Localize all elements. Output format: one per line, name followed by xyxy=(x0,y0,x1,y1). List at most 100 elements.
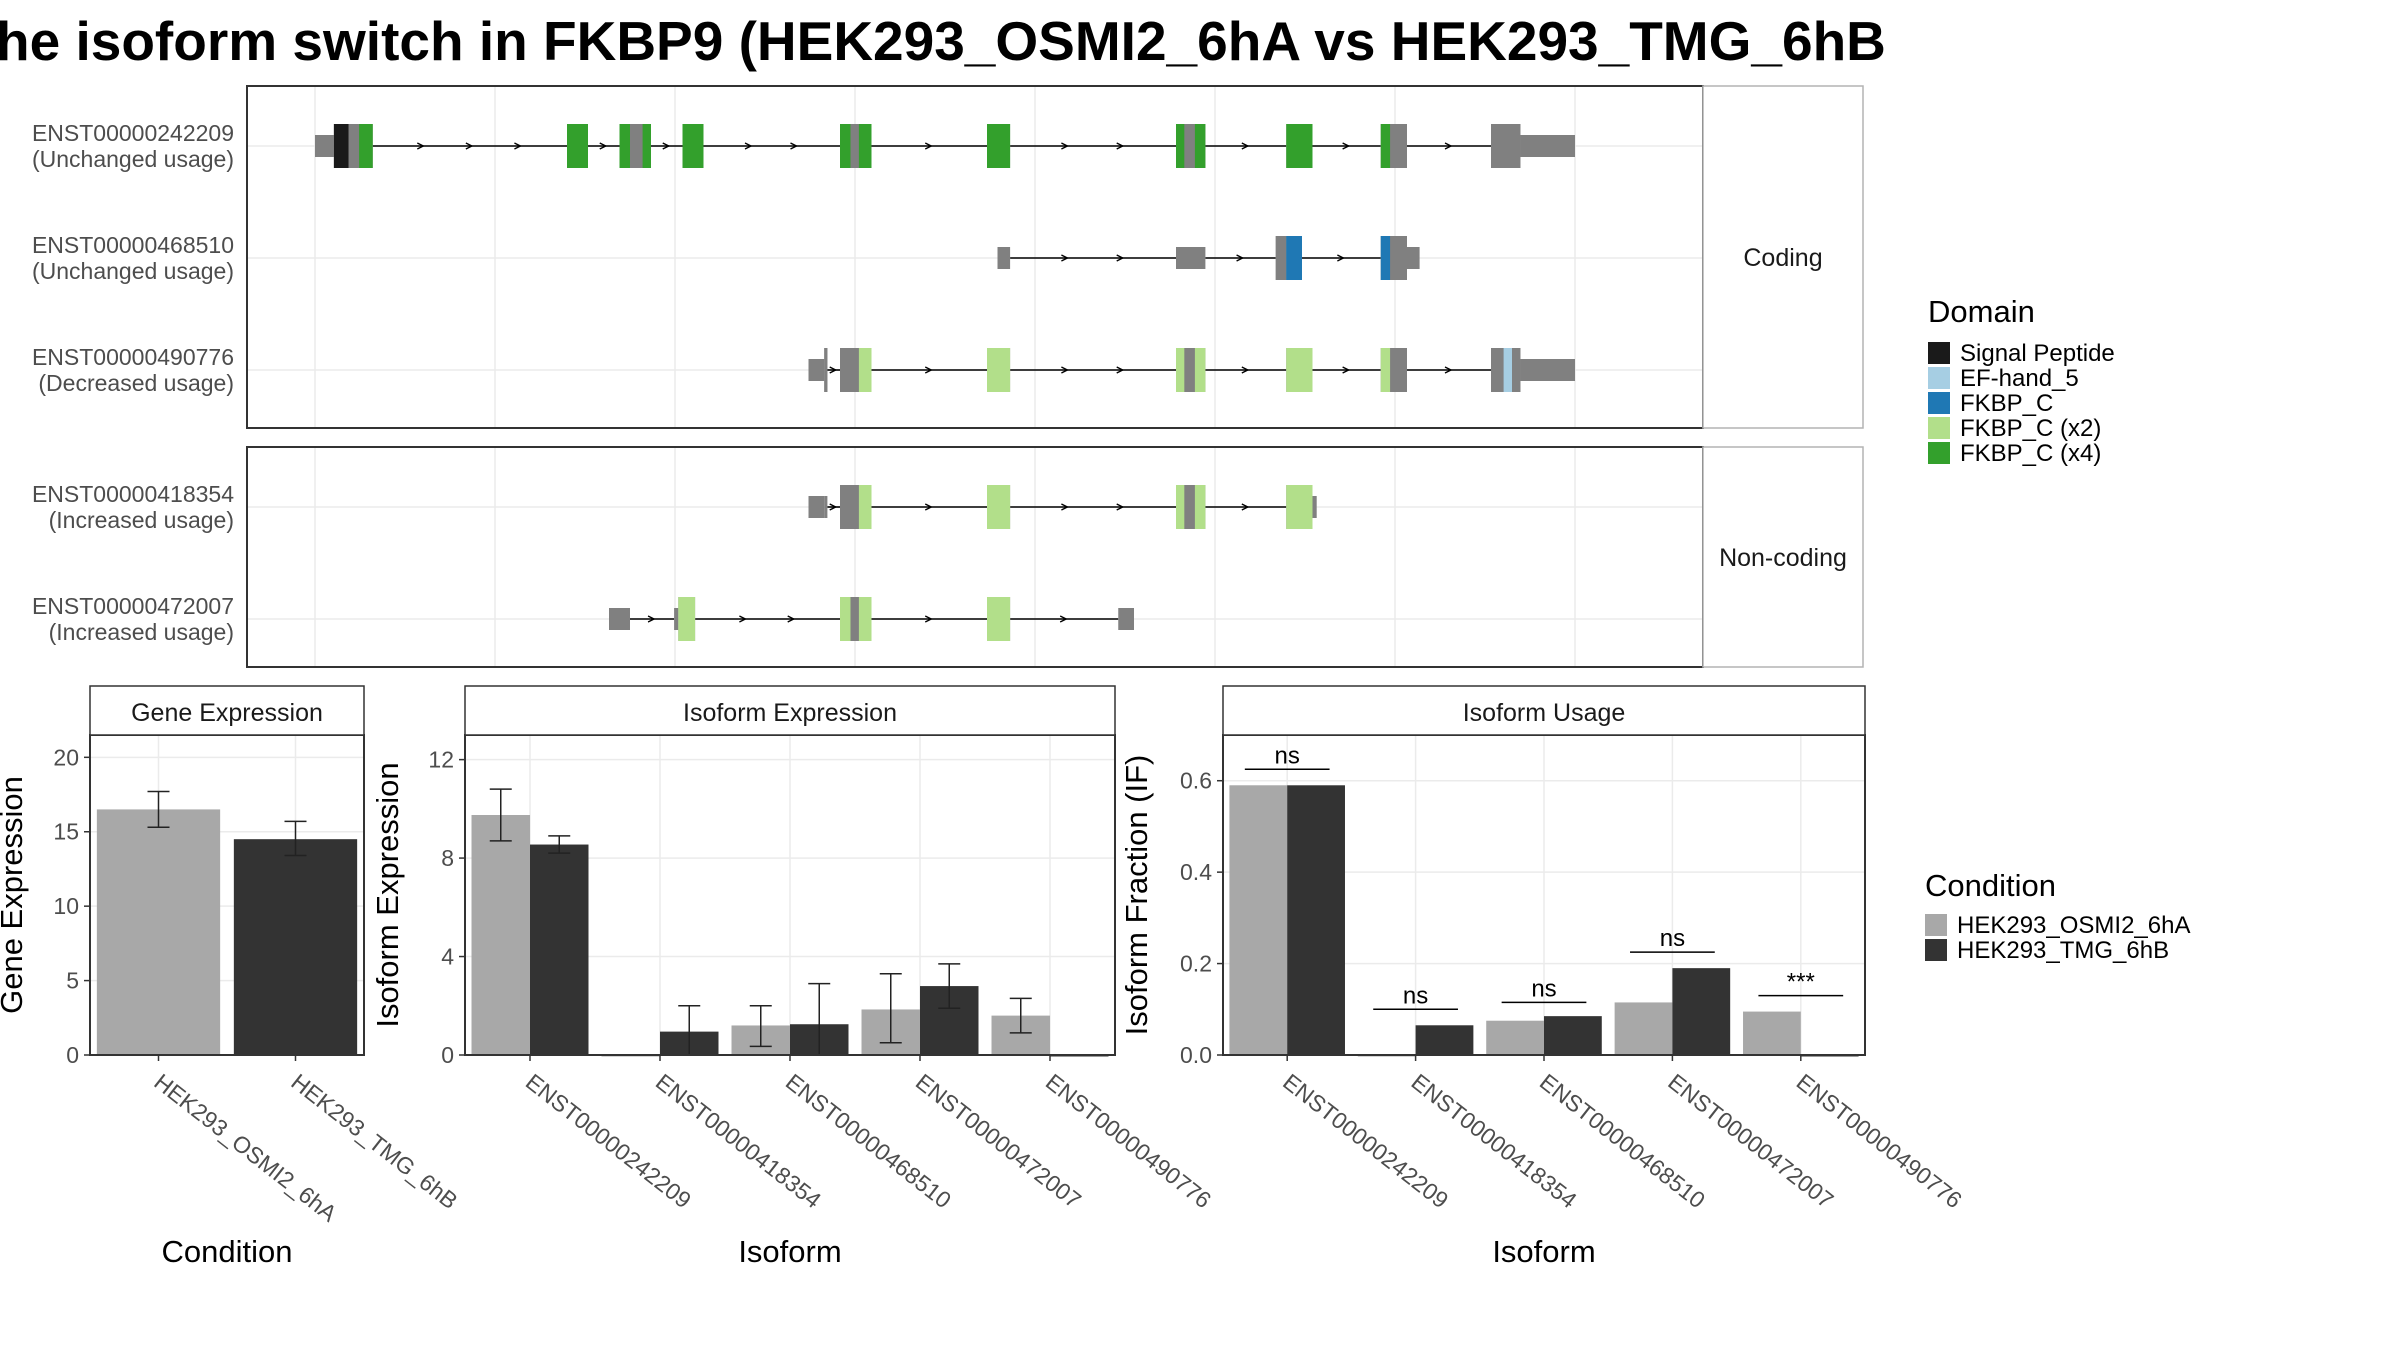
domain-segment-fkbp-c-x2 xyxy=(840,597,851,641)
domain-legend-label: EF-hand_5 xyxy=(1960,365,2079,392)
domain-segment-ef-hand-5 xyxy=(1503,348,1512,392)
intron-arrow xyxy=(924,366,933,374)
transcript-ENST00000418354: ENST00000418354(Increased usage) xyxy=(32,481,1317,533)
panel-strip xyxy=(1702,446,1864,668)
domain-segment-fkbp-c-x4 xyxy=(1194,124,1206,168)
noncoding-exon xyxy=(808,359,825,381)
panel-background xyxy=(247,447,1703,667)
intron-arrow xyxy=(1116,366,1125,374)
significance-label: *** xyxy=(1787,969,1815,996)
noncoding-exon xyxy=(674,608,679,630)
domain-segment-fkbp-c-x4 xyxy=(858,124,872,168)
noncoding-exon xyxy=(1407,247,1420,269)
y-tick-label: 8 xyxy=(441,845,454,871)
domain-segment-fkbp-c-x2 xyxy=(987,348,1011,392)
domain-segment-fkbp-c-x4 xyxy=(1286,124,1313,168)
bar xyxy=(1287,785,1345,1055)
figure-title: he isoform switch in FKBP9 (HEK293_OSMI2… xyxy=(0,10,1886,72)
y-axis-title: Gene Expression xyxy=(0,776,29,1014)
domain-legend-label: Signal Peptide xyxy=(1960,340,2115,367)
intron-arrow xyxy=(787,615,796,623)
domain-legend-label: FKBP_C (x4) xyxy=(1960,440,2101,467)
domain-segment-exon-gray xyxy=(850,597,859,641)
intron-arrow xyxy=(465,142,474,150)
y-tick-label: 12 xyxy=(428,747,454,773)
transcript-usage-label: (Decreased usage) xyxy=(38,370,234,396)
domain-segment-fkbp-c-x4 xyxy=(359,124,373,168)
intron-arrow xyxy=(1444,366,1453,374)
bar xyxy=(471,815,530,1055)
y-tick-label: 10 xyxy=(53,893,79,919)
panel-strip xyxy=(89,685,365,736)
bar xyxy=(233,839,358,1055)
bar xyxy=(1544,1016,1602,1055)
domain-segment-fkbp-c-x4 xyxy=(642,124,651,168)
domain-segment-fkbp-c-x2 xyxy=(858,597,872,641)
significance-label: ns xyxy=(1531,975,1556,1002)
y-tick-label: 0 xyxy=(441,1042,454,1068)
noncoding-exon xyxy=(1520,135,1575,157)
significance-label: ns xyxy=(1660,925,1685,952)
domain-legend-swatch xyxy=(1928,442,1950,464)
intron-arrow xyxy=(1059,615,1068,623)
intron-arrow xyxy=(924,615,933,623)
domain-segment-signal-peptide xyxy=(333,124,349,168)
domain-segment-exon-gray xyxy=(1491,124,1521,168)
y-tick-label: 0.6 xyxy=(1180,768,1212,794)
panel-strip xyxy=(464,685,1116,736)
intron-arrow xyxy=(790,142,799,150)
bar-chart-isoform-expression: Isoform Expression04812ENST00000242209EN… xyxy=(370,685,1216,1269)
intron-arrow xyxy=(1236,254,1245,262)
significance-label: ns xyxy=(1403,982,1428,1009)
intron-arrow xyxy=(1061,254,1069,262)
y-tick-label: 0.0 xyxy=(1180,1042,1212,1068)
panel-strip-label: Isoform Expression xyxy=(683,699,897,727)
domain-segment-exon-gray xyxy=(1390,236,1407,280)
transcript-usage-label: (Unchanged usage) xyxy=(32,258,234,284)
domain-segment-fkbp-c-x2 xyxy=(987,485,1011,529)
noncoding-exon xyxy=(1176,247,1206,269)
panel-strip xyxy=(1702,85,1864,429)
x-axis-title: Isoform xyxy=(1492,1234,1595,1269)
intron-arrow xyxy=(924,503,933,511)
domain-segment-exon-gray xyxy=(1184,348,1195,392)
noncoding-exon xyxy=(824,496,828,518)
intron-arrow xyxy=(1241,142,1250,150)
bar xyxy=(1743,1011,1801,1055)
x-axis-title: Condition xyxy=(162,1234,293,1269)
transcript-ENST00000468510: ENST00000468510(Unchanged usage) xyxy=(32,232,1420,284)
noncoding-exon xyxy=(609,608,630,630)
domain-segment-fkbp-c xyxy=(1380,236,1391,280)
intron-arrow xyxy=(1241,366,1250,374)
noncoding-exon xyxy=(1312,496,1317,518)
domain-segment-fkbp-c-x4 xyxy=(619,124,630,168)
intron-arrow xyxy=(1337,254,1345,262)
intron-arrow xyxy=(1342,142,1351,150)
transcript-id-label: ENST00000242209 xyxy=(32,120,234,146)
intron-arrow xyxy=(1444,142,1453,150)
intron-arrow xyxy=(514,142,523,150)
panel-background xyxy=(247,86,1703,428)
bar xyxy=(1614,1002,1673,1055)
condition-legend-label: HEK293_TMG_6hB xyxy=(1957,937,2169,964)
intron-arrow xyxy=(1241,503,1250,511)
domain-segment-fkbp-c-x4 xyxy=(840,124,851,168)
transcript-usage-label: (Unchanged usage) xyxy=(32,146,234,172)
y-tick-label: 0.4 xyxy=(1180,859,1212,885)
y-tick-label: 20 xyxy=(53,744,79,770)
intron-arrow xyxy=(829,503,838,511)
bar xyxy=(1229,785,1288,1055)
transcript-ENST00000242209: ENST00000242209(Unchanged usage) xyxy=(32,120,1575,172)
transcript-id-label: ENST00000418354 xyxy=(32,481,234,507)
domain-segment-fkbp-c-x2 xyxy=(858,348,872,392)
intron-arrow xyxy=(1116,503,1125,511)
domain-legend-title: Domain xyxy=(1928,294,2035,329)
x-axis-title: Isoform xyxy=(738,1234,841,1269)
domain-segment-fkbp-c-x2 xyxy=(1194,485,1206,529)
intron-arrow xyxy=(647,615,656,623)
domain-segment-exon-gray xyxy=(1390,348,1407,392)
domain-segment-exon-gray xyxy=(1184,485,1195,529)
